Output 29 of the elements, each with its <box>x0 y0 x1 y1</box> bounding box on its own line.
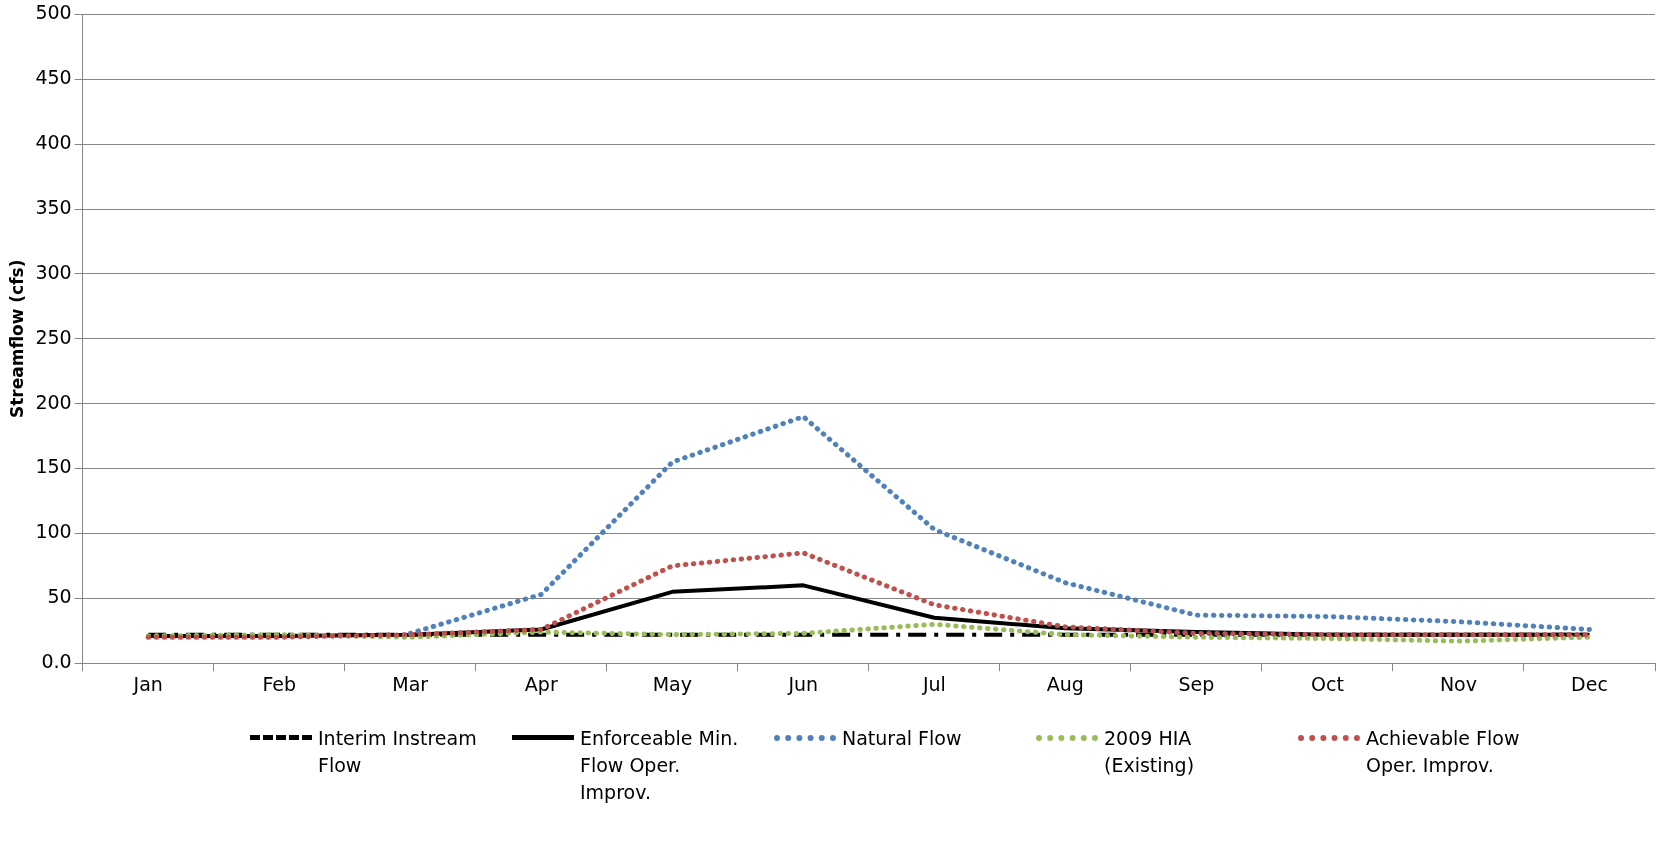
legend-label: Achievable Flow Oper. Improv. <box>1366 726 1521 778</box>
legend-label: Interim Instream Flow <box>318 726 478 778</box>
x-tick-label: Nov <box>1439 672 1478 695</box>
y-tick-label: 450 <box>35 66 72 89</box>
x-tick-label: Mar <box>392 672 429 695</box>
y-axis-title: Streamflow (cfs) <box>6 259 27 419</box>
y-tick-label: 100 <box>35 520 72 543</box>
x-tick-label: Jul <box>921 672 946 695</box>
y-tick-label: 150 <box>35 455 72 478</box>
legend-label: 2009 HIA (Existing) <box>1104 726 1196 778</box>
x-tick-label: Sep <box>1178 672 1215 695</box>
legend-label: Enforceable Min. Flow Oper. Improv. <box>580 726 740 805</box>
y-tick-label: 400 <box>35 131 72 154</box>
y-tick-label: 250 <box>35 325 72 348</box>
x-tick-label: Jan <box>132 672 163 695</box>
x-tick-label: Aug <box>1046 672 1084 695</box>
y-tick-label: 300 <box>35 260 72 283</box>
y-tick-label: 350 <box>35 195 72 218</box>
x-tick-label: May <box>652 672 692 695</box>
legend-label: Natural Flow <box>842 726 963 751</box>
y-tick-label: 200 <box>35 390 72 413</box>
x-tick-label: Jun <box>787 672 819 695</box>
y-tick-label: 50 <box>47 585 72 608</box>
x-tick-label: Dec <box>1571 672 1608 695</box>
x-tick-label: Oct <box>1311 672 1344 695</box>
y-tick-label: 500 <box>35 1 72 24</box>
x-tick-label: Apr <box>524 672 558 695</box>
y-tick-label: 0.0 <box>41 650 72 673</box>
x-tick-label: Feb <box>262 672 297 695</box>
